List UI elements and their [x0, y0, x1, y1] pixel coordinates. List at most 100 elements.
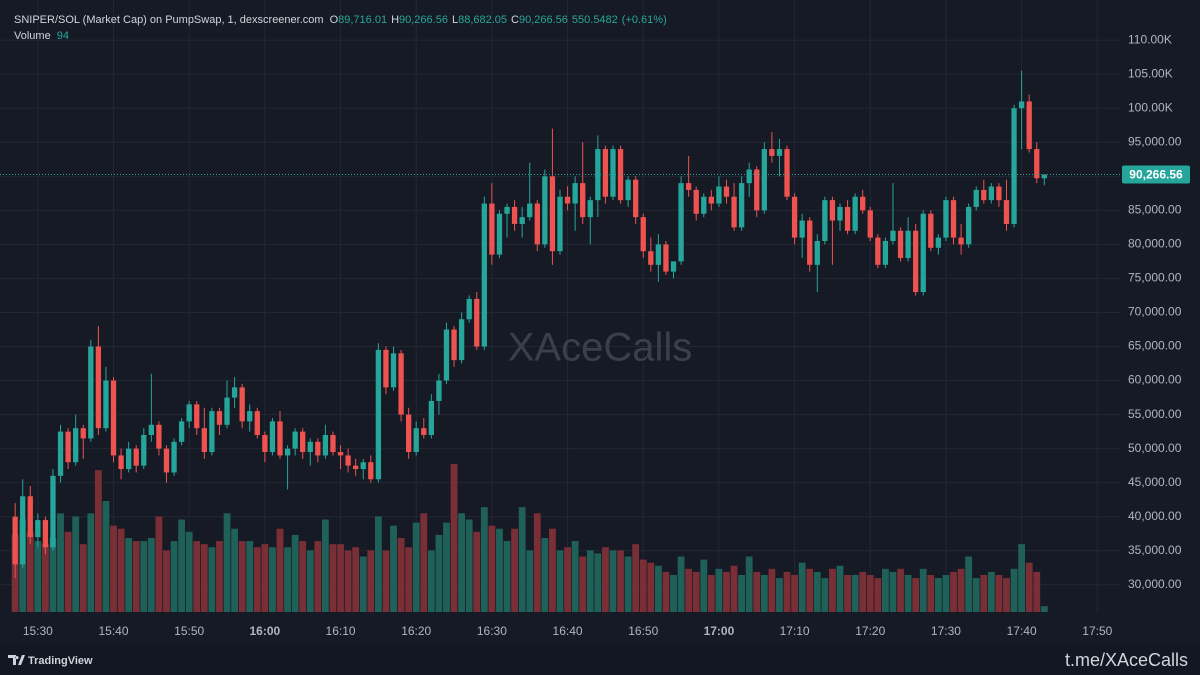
volume-bar [972, 578, 980, 612]
candle-body [247, 411, 253, 422]
header-volume: Volume 94 [14, 30, 69, 42]
candle-body [148, 424, 154, 436]
volume-bar [238, 541, 246, 612]
candle-body [769, 149, 775, 156]
candle-body [300, 431, 306, 453]
volume-bar [140, 541, 148, 612]
high-value: 90,266.56 [399, 14, 448, 26]
volume-bar [882, 568, 889, 612]
candle-body [648, 251, 654, 265]
x-tick-label: 16:10 [326, 624, 356, 638]
volume-bar [208, 547, 216, 612]
candle-body [837, 206, 843, 221]
close-value: 90,266.56 [519, 14, 568, 26]
volume-bar [1025, 562, 1033, 612]
candle-body [602, 149, 609, 197]
x-tick-label: 17:50 [1082, 624, 1112, 638]
header-symbol: SNIPER/SOL (Market Cap) on PumpSwap, 1, … [14, 14, 667, 26]
candle-body [686, 183, 692, 190]
volume-bar [261, 544, 269, 612]
volume-bar [79, 544, 87, 612]
volume-bar [390, 525, 397, 612]
volume-bar [836, 565, 844, 612]
volume-bar [185, 531, 193, 612]
change-pct: (+0.61%) [622, 14, 667, 26]
candle-body [171, 441, 177, 473]
volume-bar [859, 571, 867, 612]
volume-bar [367, 550, 375, 612]
change: 550.5482 [572, 14, 618, 26]
volume-bar [306, 550, 314, 612]
volume-bar [480, 507, 488, 612]
volume-name: Volume [14, 30, 51, 42]
volume-bar [269, 547, 276, 612]
volume-bar [692, 571, 700, 612]
volume-bar [912, 578, 920, 612]
volume-bar [359, 556, 367, 612]
volume-bar [677, 556, 685, 612]
volume-bar [783, 571, 791, 612]
volume-bar [284, 547, 291, 612]
candle-body [163, 448, 170, 473]
candle-body [882, 240, 889, 265]
volume-bar [919, 568, 927, 612]
volume-bar [473, 531, 481, 612]
volume-bar [1040, 606, 1048, 612]
volume-bar [586, 550, 594, 612]
y-tick-label: 35,000.00 [1128, 543, 1182, 557]
volume-bar [178, 519, 186, 612]
candle-body [928, 213, 934, 248]
volume-bar [791, 575, 798, 612]
candle-body [50, 475, 56, 548]
candle-body [807, 220, 813, 265]
candle-body [844, 206, 851, 231]
candle-body [875, 237, 881, 265]
volume-bar [299, 541, 307, 612]
volume-bar [163, 550, 170, 612]
y-tick-label: 80,000.00 [1128, 237, 1182, 251]
volume-bar [170, 541, 178, 612]
volume-bar [934, 578, 942, 612]
candle-body [549, 176, 556, 252]
volume-bar [57, 513, 64, 612]
candle-body [625, 179, 631, 201]
x-tick-label: 16:50 [628, 624, 658, 638]
volume-bar [957, 568, 965, 612]
volume-bar [34, 541, 42, 612]
candle-body [224, 397, 230, 425]
volume-bar [94, 470, 102, 612]
logo-icon [8, 655, 25, 665]
volume-bar [405, 547, 413, 612]
volume-bar [602, 547, 609, 612]
volume-bar [776, 578, 783, 612]
candle-body [496, 213, 503, 255]
volume-bar [821, 578, 829, 612]
volume-bar [125, 538, 133, 612]
candle-body [20, 496, 26, 565]
candle-body [337, 452, 344, 456]
x-tick-label: 15:40 [98, 624, 128, 638]
candle-body [315, 441, 321, 456]
volume-bar [450, 464, 458, 612]
candle-body [307, 441, 313, 453]
volume-bar [435, 534, 443, 612]
candle-body [12, 516, 18, 565]
candle-body [958, 237, 964, 245]
volume-bar [662, 571, 670, 612]
candle-body [557, 196, 563, 252]
candle-body [284, 448, 291, 456]
volume-bar [382, 550, 390, 612]
watermark: XAceCalls [508, 326, 693, 370]
candle-body [580, 183, 586, 218]
candle-body [458, 319, 465, 361]
volume-bar [904, 575, 912, 612]
volume-bar [760, 575, 768, 612]
volume-bar [102, 501, 110, 612]
volume-bar [829, 568, 836, 612]
x-tick-label: 17:10 [780, 624, 810, 638]
candle-body [738, 183, 745, 228]
candle-body [822, 200, 828, 241]
volume-bar [496, 528, 503, 612]
volume-bar [1010, 568, 1018, 612]
candle-body [194, 404, 200, 429]
